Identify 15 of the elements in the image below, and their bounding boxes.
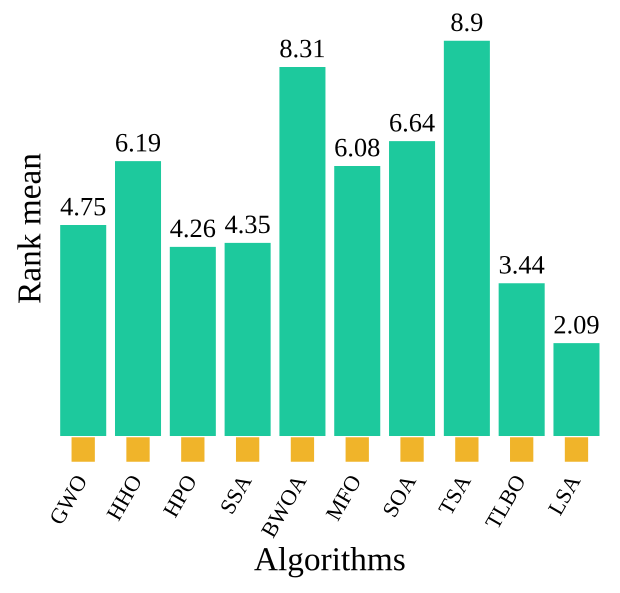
data-label: 4.75: [60, 198, 106, 216]
data-label: 6.08: [335, 138, 380, 157]
x-tick-label: SSA: [220, 473, 252, 514]
data-label: 6.64: [390, 114, 435, 132]
y-axis-title: Rank mean: [17, 154, 41, 303]
data-label: 4.35: [225, 216, 270, 234]
data-label: 3.44: [500, 256, 544, 274]
data-label: 4.26: [170, 220, 216, 238]
x-tick-label: LSA: [548, 473, 582, 516]
data-label: 6.19: [116, 134, 160, 152]
data-label: 8.9: [451, 13, 482, 32]
x-axis-title: Algorithms: [254, 547, 405, 578]
x-tick-label: TSA: [438, 473, 472, 516]
data-label: 8.31: [280, 40, 324, 58]
data-label: 2.09: [554, 316, 598, 334]
